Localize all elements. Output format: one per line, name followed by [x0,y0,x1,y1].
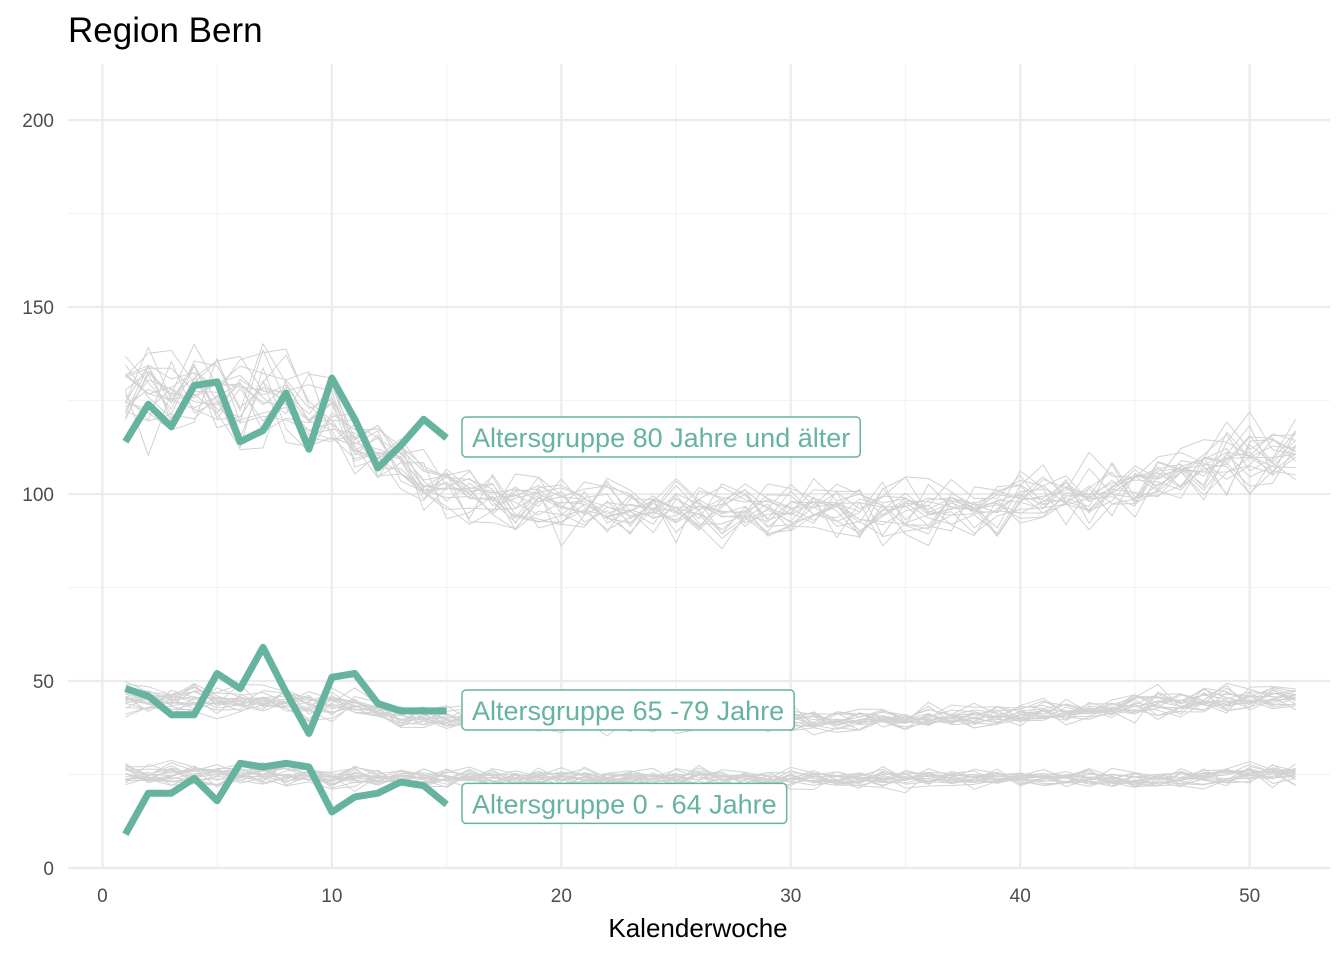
y-tick-label: 50 [33,672,54,693]
y-tick-label: 200 [22,111,54,132]
series-label: Altersgruppe 80 Jahre und älter [461,416,861,458]
series-label-box [461,689,795,731]
x-tick-label: 30 [780,886,801,907]
x-axis-ticks: 0 10 20 30 40 50 [97,886,1260,907]
x-tick-label: 20 [551,886,572,907]
background-series-line [125,767,1296,787]
background-series-line [125,768,1296,790]
background-series-line [124,373,1296,537]
y-tick-label: 150 [22,298,54,319]
y-tick-label: 0 [43,859,54,880]
background-series-line [125,764,1296,792]
x-tick-label: 10 [321,886,342,907]
y-tick-label: 100 [22,485,54,506]
highlight-series-line [122,759,449,837]
background-series-line [125,365,1296,547]
background-series-line [125,349,1296,536]
background-series-line [125,762,1296,790]
chart-title: Region Bern [68,11,263,50]
background-series-line [125,371,1297,550]
series-label-box [461,782,788,825]
series-label-text: Altersgruppe 80 Jahre und älter [472,423,850,453]
x-tick-label: 40 [1010,886,1031,907]
minor-gridlines [68,64,1330,868]
y-axis-ticks: 0 50 100 150 200 [22,111,54,880]
background-series-line [125,356,1296,531]
highlight-series-line [122,374,449,472]
background-series-line [125,767,1296,788]
series-label-box [461,416,861,458]
series-label-text: Altersgruppe 0 - 64 Jahre [472,789,777,819]
series-labels: Altersgruppe 80 Jahre und älter Altersgru… [461,416,861,825]
major-gridlines [68,64,1330,870]
x-axis-title: Kalenderwoche [608,913,787,943]
highlight-series [122,374,449,837]
background-series-line [125,381,1296,537]
background-series-line [125,343,1296,535]
series-label: Altersgruppe 65 -79 Jahre [461,689,795,731]
x-tick-label: 50 [1239,886,1260,907]
x-tick-label: 0 [97,886,108,907]
series-label: Altersgruppe 0 - 64 Jahre [461,782,788,825]
highlight-series-line [124,643,447,737]
series-label-text: Altersgruppe 65 -79 Jahre [472,696,784,726]
